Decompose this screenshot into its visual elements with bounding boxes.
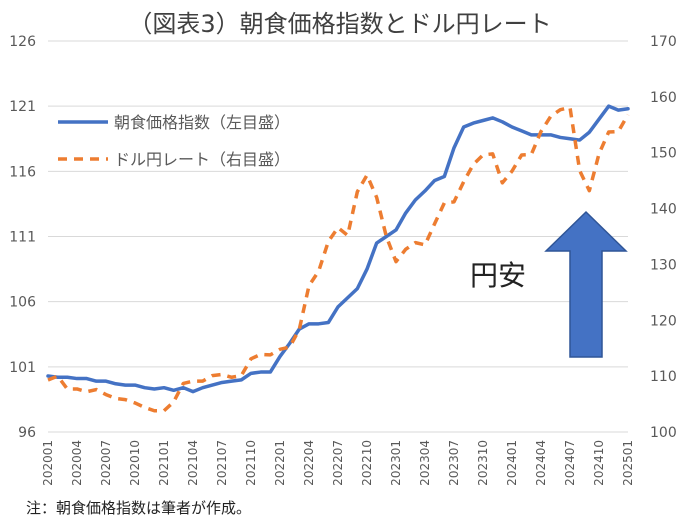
x-tick-label: 202501 [621, 440, 635, 486]
legend-label: 朝食価格指数（左目盛） [114, 113, 290, 132]
x-tick-label: 202407 [563, 440, 577, 486]
y-left-tick-label: 96 [18, 425, 36, 441]
x-axis-ticks: 202001 202004 202007 202010 202101 202104 2021… [41, 440, 635, 486]
y-right-tick-label: 160 [650, 90, 677, 106]
left-axis-ticks: 96 101 106 111 116 121 126 [9, 34, 36, 441]
y-right-tick-label: 130 [650, 257, 677, 273]
x-tick-label: 202210 [360, 440, 374, 486]
x-tick-label: 202107 [215, 440, 229, 486]
x-tick-label: 202004 [70, 440, 84, 486]
y-left-tick-label: 111 [9, 230, 36, 246]
series-lines [46, 104, 630, 413]
yen-weak-arrow [544, 210, 628, 358]
x-tick-label: 202110 [244, 440, 258, 486]
x-tick-label: 202010 [128, 440, 142, 486]
x-tick-label: 202310 [476, 440, 490, 486]
legend: 朝食価格指数（左目盛） ドル円レート（右目盛） [58, 113, 290, 169]
y-left-tick-label: 106 [9, 295, 36, 311]
x-tick-label: 202207 [331, 440, 345, 486]
x-tick-label: 202404 [534, 440, 548, 486]
x-tick-label: 202301 [389, 440, 403, 486]
y-left-tick-label: 126 [9, 34, 36, 50]
right-axis-ticks: 100 110 120 130 140 150 160 170 [650, 34, 677, 441]
x-tick-label: 202001 [41, 440, 55, 486]
y-right-tick-label: 150 [650, 146, 677, 162]
x-tick-label: 202204 [302, 440, 316, 486]
x-tick-label: 202410 [592, 440, 606, 486]
y-left-tick-label: 101 [9, 360, 36, 376]
footnote: 注：朝食価格指数は筆者が作成。 [26, 499, 252, 517]
x-tick-label: 202007 [99, 440, 113, 486]
x-tick-label: 202304 [418, 440, 432, 486]
yen-weak-label: 円安 [470, 259, 526, 292]
y-right-tick-label: 100 [650, 425, 677, 441]
x-tick-label: 202104 [186, 440, 200, 486]
x-tick-label: 202201 [273, 440, 287, 486]
y-right-tick-label: 140 [650, 202, 677, 218]
chart-title: （図表3）朝食価格指数とドル円レート [128, 10, 552, 38]
y-right-tick-label: 170 [650, 34, 677, 50]
x-tick-label: 202401 [505, 440, 519, 486]
y-left-tick-label: 121 [9, 99, 36, 115]
gridlines [48, 40, 628, 433]
y-right-tick-label: 120 [650, 313, 677, 329]
legend-label: ドル円レート（右目盛） [114, 150, 290, 169]
y-left-tick-label: 116 [9, 164, 36, 180]
y-right-tick-label: 110 [650, 369, 677, 385]
x-tick-label: 202101 [157, 440, 171, 486]
breakfast-index-line [46, 104, 630, 394]
x-tick-label: 202307 [447, 440, 461, 486]
